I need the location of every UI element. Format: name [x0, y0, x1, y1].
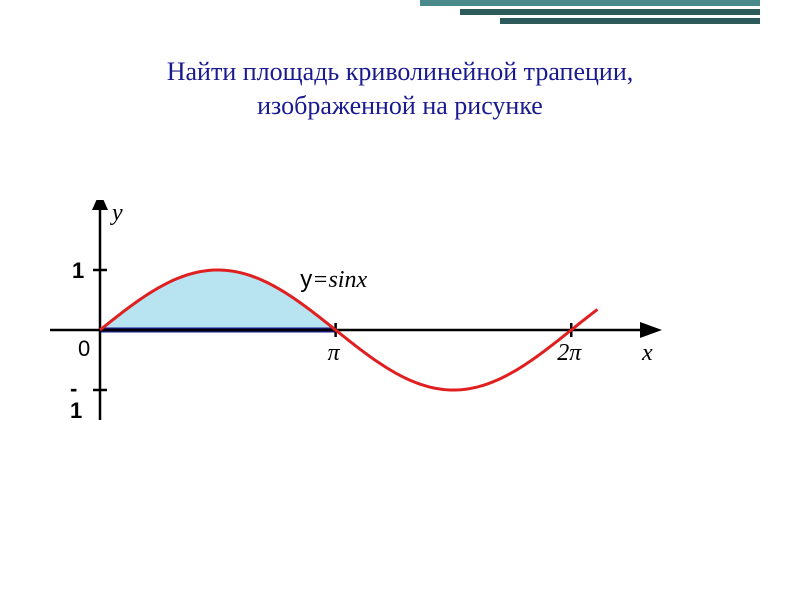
origin-label: 0: [78, 336, 90, 362]
function-y: y: [300, 266, 312, 293]
header-decoration: [420, 0, 760, 24]
x-tick-2pi-label: 2π: [557, 340, 581, 367]
chart-svg: [30, 200, 670, 540]
title-line2: изображенной на рисунке: [257, 91, 543, 120]
page-title: Найти площадь криволинейной трапеции, из…: [0, 55, 800, 123]
x-axis-arrow-icon: [640, 322, 662, 338]
x-tick-pi-label: π: [328, 340, 340, 367]
function-sin: =sinx: [312, 267, 367, 293]
function-label: y=sinx: [300, 266, 367, 294]
header-bar-2: [460, 9, 760, 15]
y-tick-1-label: 1: [72, 258, 84, 284]
title-line1: Найти площадь криволинейной трапеции,: [167, 57, 634, 86]
y-tick-neg1-label: -1: [70, 378, 82, 422]
header-bar-1: [420, 0, 760, 6]
y-axis-arrow-icon: [92, 200, 108, 210]
x-axis-label: x: [642, 340, 653, 367]
y-axis-label: y: [112, 200, 123, 227]
sine-chart: y x 0 1 -1 π 2π y=sinx: [30, 200, 670, 540]
header-bar-3: [500, 18, 760, 24]
